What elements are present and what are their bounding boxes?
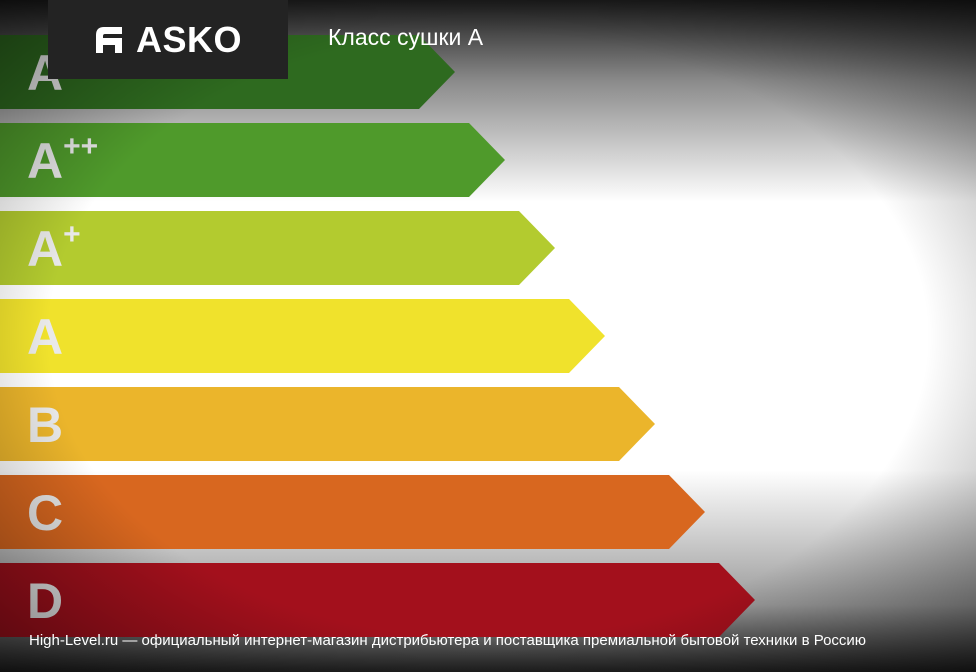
logo-text: ASKO <box>135 18 242 60</box>
logo-icon <box>95 26 122 53</box>
footer: High-Level.ru — официальный интернет-маг… <box>29 632 867 649</box>
logo[interactable]: ASKO <box>48 0 288 79</box>
title: Класс сушки A <box>328 24 484 50</box>
